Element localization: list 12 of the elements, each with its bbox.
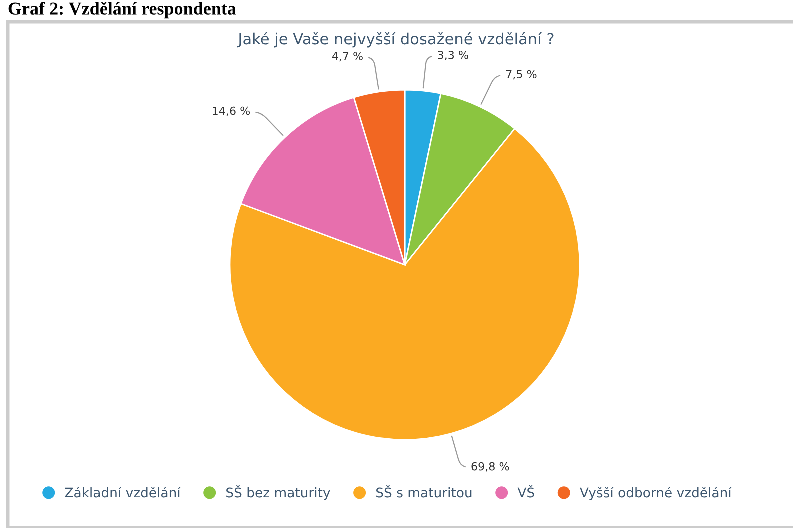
data-label: 14,6 % — [213, 106, 250, 116]
text: Graf 2: Vzdělání respondenta — [8, 2, 236, 19]
legend-label: SŠ bez maturity — [226, 485, 330, 500]
legend-label: Základní vzdělání — [65, 486, 182, 498]
data-label: 69,8 % — [472, 462, 510, 472]
chart-title: Jaké je Vaše nejvyšší dosažené vzdělání ? — [237, 32, 554, 48]
legend-label: SŠ s maturitou — [376, 485, 472, 498]
data-label: 4,7 % — [332, 52, 363, 62]
legend-label: Vyšší odborné vzdělání — [580, 486, 732, 500]
data-label: 7,5 % — [506, 70, 537, 80]
data-label: 3,3 % — [438, 50, 468, 60]
legend-label: VŠ — [518, 485, 534, 498]
